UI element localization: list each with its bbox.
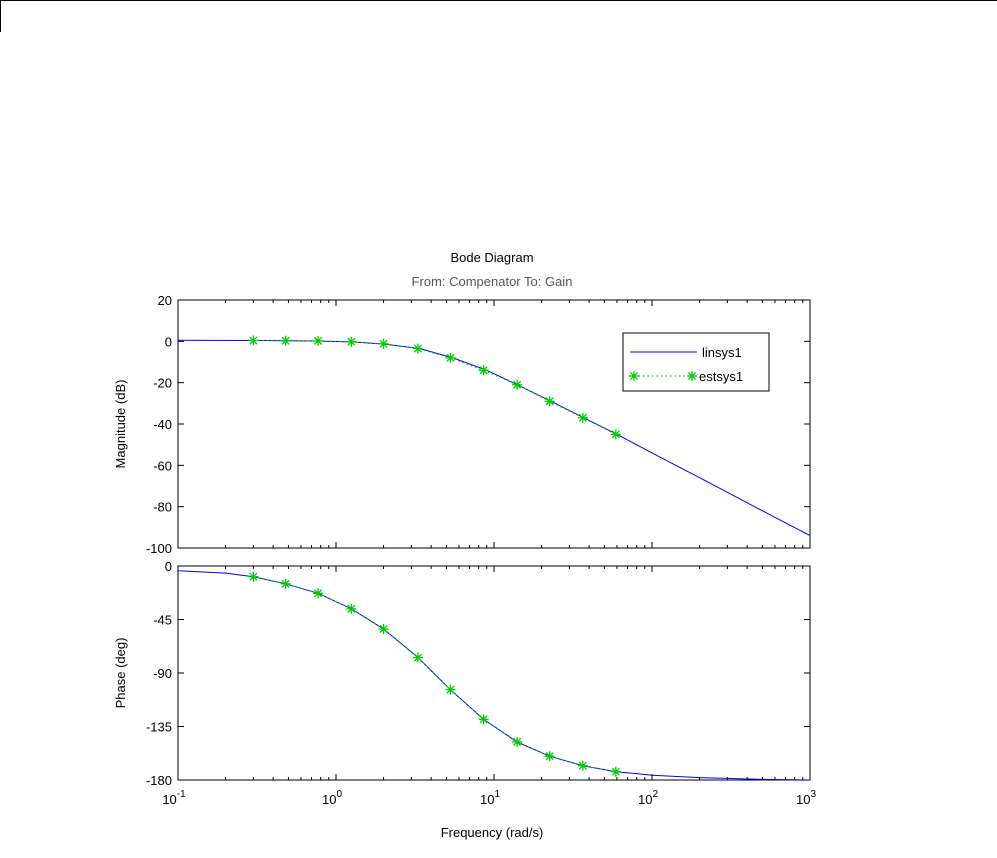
marker-stroke	[479, 366, 488, 375]
window-left-border	[0, 0, 1, 32]
phase-estsys1-point	[478, 714, 489, 725]
marker-stroke	[249, 336, 258, 345]
marker-stroke	[446, 685, 455, 694]
legend-box	[622, 332, 770, 392]
magnitude-y-tick-label: -100	[146, 541, 172, 556]
x-tick-label: 100	[322, 789, 342, 807]
x-tick-label: 102	[638, 789, 658, 807]
phase-estsys1-point	[445, 684, 456, 695]
magnitude-estsys1-point	[313, 335, 324, 346]
phase-estsys1-point	[248, 571, 259, 582]
magnitude-estsys1-point	[610, 429, 621, 440]
legend: linsys1 estsys1	[622, 332, 770, 392]
marker-stroke	[545, 397, 554, 406]
marker-stroke	[513, 737, 522, 747]
phase-axis-label: Phase (deg)	[113, 638, 128, 709]
marker-stroke	[281, 336, 290, 345]
marker-stroke	[413, 344, 422, 353]
legend-label-estsys1: estsys1	[699, 369, 743, 384]
chart-subtitle: From: Compenator To: Gain	[412, 274, 573, 289]
marker-stroke	[446, 353, 455, 362]
magnitude-estsys1-point	[378, 338, 389, 349]
phase-estsys1-point	[512, 736, 523, 747]
magnitude-y-tick-label: -20	[153, 376, 172, 391]
x-tick-label: 101	[480, 789, 500, 807]
phase-estsys1-point	[313, 588, 324, 599]
magnitude-y-tick-label: 20	[158, 293, 172, 308]
marker-stroke	[413, 653, 422, 662]
magnitude-estsys1-point	[412, 343, 423, 354]
magnitude-estsys1-point	[478, 365, 489, 376]
phase-y-tick-label: -90	[153, 666, 172, 681]
marker-stroke	[629, 371, 639, 381]
marker-stroke	[578, 413, 587, 422]
marker-stroke	[611, 430, 620, 439]
frequency-axis-label: Frequency (rad/s)	[441, 825, 544, 840]
frequency-axis: 10-1 100 101 102 103	[162, 789, 816, 807]
magnitude-y-tick-label: -40	[153, 417, 172, 432]
marker-stroke	[314, 589, 323, 598]
magnitude-axis-label: Magnitude (dB)	[113, 380, 128, 469]
phase-estsys1-point	[610, 766, 621, 777]
window-top-border	[0, 0, 997, 1]
phase-estsys1-point	[346, 603, 357, 614]
phase-axes-box	[177, 565, 811, 781]
magnitude-estsys1-point	[544, 396, 555, 407]
marker-stroke	[281, 579, 290, 588]
marker-stroke	[479, 715, 488, 724]
marker-stroke	[379, 339, 388, 348]
x-tick-label: 10-1	[162, 789, 186, 807]
marker-stroke	[379, 624, 388, 634]
phase-estsys1-point	[577, 760, 588, 771]
phase-y-tick-label: -45	[153, 613, 172, 628]
magnitude-estsys1-point	[577, 412, 588, 423]
legend-star	[687, 371, 697, 381]
marker-stroke	[314, 336, 323, 345]
phase-y-tick-label: 0	[165, 559, 172, 574]
magnitude-estsys1-point	[445, 352, 456, 363]
magnitude-y-tick-label: -60	[153, 458, 172, 473]
phase-estsys1-point	[412, 652, 423, 663]
x-tick-label: 103	[796, 789, 816, 807]
magnitude-series-estsys1	[253, 339, 617, 435]
legend-star	[629, 371, 639, 381]
magnitude-estsys1-point	[346, 336, 357, 347]
phase-y-tick-label: -135	[146, 720, 172, 735]
magnitude-y-tick-label: 0	[165, 334, 172, 349]
phase-panel: 0 -45 -90 -135 -180	[146, 559, 811, 788]
marker-stroke	[545, 752, 554, 761]
phase-estsys1-point	[378, 624, 389, 635]
magnitude-estsys1-point	[248, 335, 259, 346]
magnitude-y-tick-label: -80	[153, 500, 172, 515]
marker-stroke	[687, 371, 697, 381]
marker-stroke	[578, 761, 587, 770]
phase-estsys1-point	[280, 578, 291, 589]
marker-stroke	[249, 572, 258, 581]
magnitude-estsys1-point	[280, 335, 291, 346]
marker-stroke	[347, 337, 356, 346]
legend-marker-estsys1-right	[687, 371, 697, 381]
marker-stroke	[347, 604, 356, 613]
phase-estsys1-point	[544, 751, 555, 762]
phase-y-tick-label: -180	[146, 773, 172, 788]
chart-title: Bode Diagram	[450, 250, 533, 265]
marker-stroke	[513, 380, 522, 389]
legend-label-linsys1: linsys1	[702, 345, 742, 360]
marker-stroke	[611, 767, 620, 776]
magnitude-estsys1-point	[512, 379, 523, 390]
legend-marker-estsys1-left	[629, 371, 639, 381]
magnitude-panel: 20 0 -20 -40 -60 -80 -100	[146, 293, 811, 556]
